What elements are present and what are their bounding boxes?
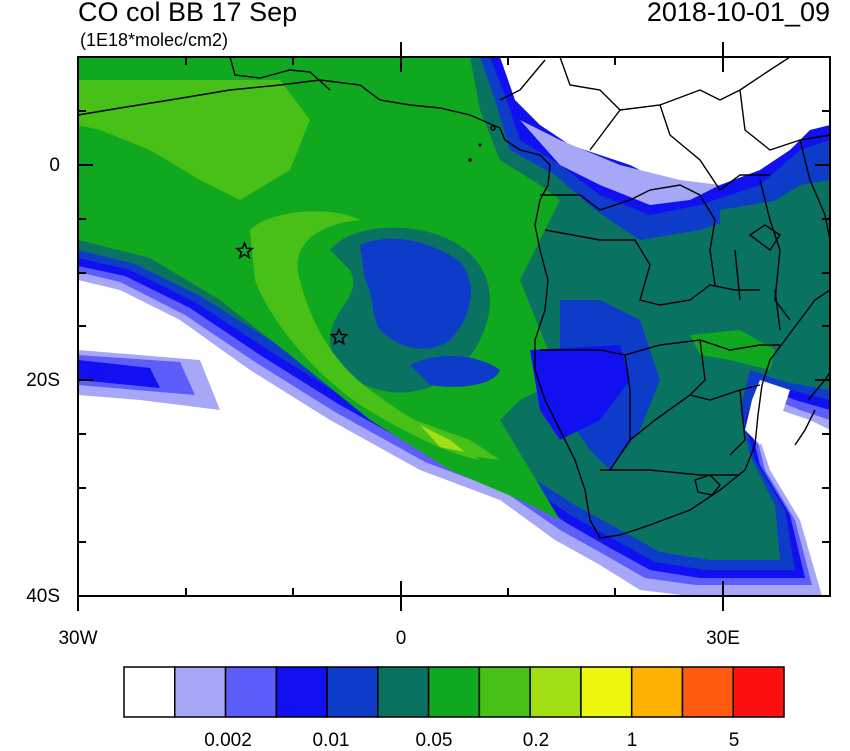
colorbar-label: 0.002 [204, 730, 252, 751]
colorbar-box [580, 666, 633, 718]
colorbar-box [123, 666, 176, 718]
map-title: CO col BB 17 Sep [78, 0, 298, 27]
colorbar-label: 1 [626, 730, 638, 751]
datetime-label: 2018-10-01_09 [646, 0, 830, 27]
y-tick-label: 20S [26, 370, 60, 391]
plume-swirl-inner-2 [410, 355, 500, 387]
colorbar-label: 0.05 [415, 730, 453, 751]
plume-contour-7 [78, 80, 500, 460]
colorbar-box [478, 666, 531, 718]
colorbar-box [224, 666, 278, 718]
y-tick-label: 0 [49, 155, 60, 176]
southern-africa-blue-2 [530, 345, 630, 440]
x-tick-label: 30W [58, 628, 98, 649]
x-tick-label: 0 [395, 628, 407, 649]
colorbar-box [529, 666, 582, 718]
colorbar-box [427, 666, 481, 718]
star-marker [329, 327, 349, 346]
colorbar-box [630, 666, 684, 718]
tick-marks [77, 42, 831, 611]
north-africa-clear-2 [520, 120, 720, 205]
africa-inland-teal [720, 190, 830, 350]
marker-layer [234, 240, 349, 346]
star-marker [234, 240, 255, 260]
co-plume-field [78, 57, 830, 596]
coastlines [78, 57, 830, 539]
colorbar-box [174, 666, 227, 718]
colorbar-box [377, 666, 430, 718]
plume-swirl-inner [360, 238, 471, 349]
colorbar-box [326, 666, 379, 718]
x-tick-label: 30E [706, 628, 740, 649]
colorbar-boxes [123, 666, 785, 718]
colorbar-label: 0.2 [522, 730, 550, 751]
north-africa-clear [500, 57, 830, 190]
units-label: (1E18*molec/cm2) [80, 30, 229, 50]
colorbar-label: 0.01 [312, 730, 350, 751]
colorbar-box [275, 666, 328, 718]
plume-contour-8 [420, 425, 465, 452]
y-tick-label: 40S [26, 586, 60, 607]
colorbar-label: 5 [728, 730, 740, 751]
colorbar-box [732, 666, 785, 718]
colorbar-box [681, 666, 734, 718]
